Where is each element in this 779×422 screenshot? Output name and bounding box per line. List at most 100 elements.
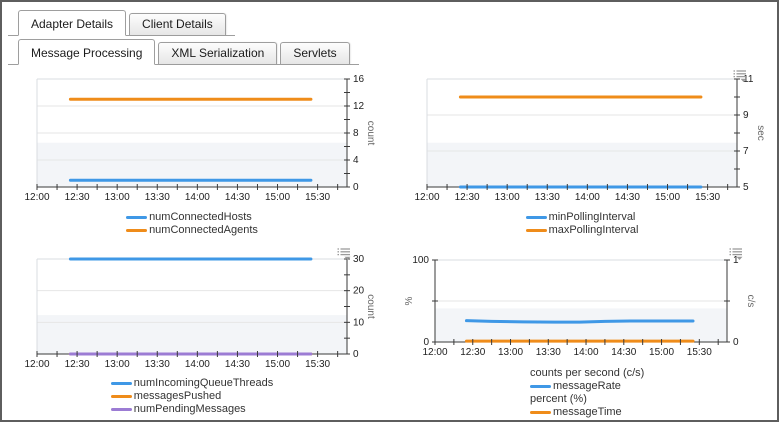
chart-canvas: 12:00 12:30 13:00 13:30 14:00 14:30 15:00 15:30…: [414, 70, 766, 203]
tick-label: 1: [733, 255, 739, 266]
axis-unit-label: %: [404, 296, 415, 305]
axis-unit-label: count: [365, 294, 376, 319]
legend-swatch: [126, 216, 148, 219]
tab-label: Servlets: [293, 46, 337, 60]
legend-item-messageTime[interactable]: messageTime: [530, 406, 622, 419]
charts-panel: 12:00 12:30 13:00 13:30 14:00 14:30 15:00 15:30…: [8, 67, 777, 419]
legend-item-numConnectedAgents[interactable]: numConnectedAgents: [126, 224, 258, 237]
tick-label: 13:00: [105, 359, 130, 370]
chart-message-rate-time: 0 100% 12:00 12:30 13:00 13:30 14:00 14:30 15:00…: [400, 247, 777, 419]
legend-swatch: [525, 216, 547, 219]
legend-label: messageRate: [553, 380, 621, 392]
tick-label: 14:00: [575, 192, 600, 203]
tab-servlets[interactable]: Servlets: [280, 42, 350, 64]
legend-swatch: [126, 229, 148, 232]
tab-xml-serialization[interactable]: XML Serialization: [158, 42, 278, 64]
tick-label: 11: [743, 74, 754, 85]
tick-label: 14:00: [185, 359, 210, 370]
tab-label: Message Processing: [31, 46, 143, 60]
tick-label: 15:00: [649, 347, 674, 358]
tick-label: 15:00: [265, 359, 290, 370]
legend-label: numConnectedAgents: [149, 224, 258, 236]
tick-label: 15:00: [655, 192, 680, 203]
tick-label: 14:30: [225, 359, 250, 370]
tick-label: 14:00: [185, 192, 210, 203]
tick-label: 15:30: [695, 192, 720, 203]
tab-message-processing[interactable]: Message Processing: [18, 39, 156, 65]
legend-label: numConnectedHosts: [149, 211, 252, 223]
legend-menu-icon[interactable]: [729, 248, 743, 260]
legend-label: numPendingMessages: [133, 403, 246, 415]
tick-label: 8: [353, 128, 359, 139]
tick-label: 12:00: [24, 192, 49, 203]
legend-item-numPendingMessages[interactable]: numPendingMessages: [110, 403, 246, 416]
tick-label: 15:30: [305, 192, 330, 203]
legend-label: messagesPushed: [133, 390, 222, 402]
tab-label: Adapter Details: [31, 17, 114, 31]
chart-polling-interval: 12:00 12:30 13:00 13:30 14:00 14:30 15:00 15:30…: [400, 69, 777, 237]
tick-label: 12:30: [65, 359, 90, 370]
tick-label: 0: [353, 349, 359, 360]
tick-label: 15:30: [687, 347, 712, 358]
legend-swatch: [110, 382, 132, 385]
tick-label: 14:00: [574, 347, 599, 358]
tick-label: 14:30: [615, 192, 640, 203]
legend-group-label: percent (%): [530, 393, 587, 405]
legend-item-minPollingInterval[interactable]: minPollingInterval: [525, 211, 635, 224]
chart-queue-threads-messages: 12:00 12:30 13:00 13:30 14:00 14:30 15:00 15:30…: [10, 247, 392, 416]
tick-label: 12:30: [455, 192, 480, 203]
legend-swatch: [110, 408, 132, 411]
tick-label: 9: [743, 110, 749, 121]
tick-label: 12:30: [65, 192, 90, 203]
chart-canvas: 12:00 12:30 13:00 13:30 14:00 14:30 15:00 15:30…: [24, 74, 376, 203]
tab-adapter-details[interactable]: Adapter Details: [18, 10, 127, 36]
tick-label: 16: [353, 74, 365, 85]
tick-label: 20: [353, 286, 365, 297]
tick-label: 13:00: [105, 192, 130, 203]
chart-connected-hosts-agents: 12:00 12:30 13:00 13:30 14:00 14:30 15:00 15:30…: [10, 69, 392, 237]
legend-item-messageRate[interactable]: messageRate: [530, 380, 621, 393]
legend-group-label: counts per second (c/s): [530, 367, 645, 379]
axis-unit-label: c/s: [745, 295, 756, 308]
tick-label: 12:00: [414, 192, 439, 203]
primary-tab-bar: Adapter Details Client Details: [8, 10, 235, 36]
legend-item-numIncomingQueueThreads[interactable]: numIncomingQueueThreads: [110, 377, 274, 390]
tick-label: 5: [743, 182, 749, 193]
tick-label: 100: [412, 255, 429, 266]
tick-label: 12: [353, 101, 365, 112]
legend-menu-icon[interactable]: [337, 248, 351, 260]
tick-label: 13:00: [495, 192, 520, 203]
tab-client-details[interactable]: Client Details: [129, 13, 226, 35]
tick-label: 13:30: [536, 347, 561, 358]
tick-label: 7: [743, 146, 749, 157]
tab-label: XML Serialization: [171, 46, 265, 60]
legend-swatch: [530, 385, 551, 388]
axis-unit-label: count: [365, 121, 376, 146]
tick-label: 14:30: [611, 347, 636, 358]
legend-swatch: [530, 411, 551, 414]
tick-label: 12:30: [460, 347, 485, 358]
tick-label: 14:30: [225, 192, 250, 203]
tick-label: 0: [733, 337, 739, 348]
legend-label: numIncomingQueueThreads: [133, 377, 274, 389]
legend-item-maxPollingInterval[interactable]: maxPollingInterval: [525, 224, 638, 237]
chart-legend: numIncomingQueueThreads messagesPushed num…: [110, 377, 274, 416]
legend-swatch: [110, 395, 132, 398]
tick-label: 12:00: [422, 347, 447, 358]
legend-item-numConnectedHosts[interactable]: numConnectedHosts: [126, 211, 252, 224]
tick-label: 13:00: [498, 347, 523, 358]
tick-label: 10: [353, 317, 365, 328]
tick-label: 15:30: [305, 359, 330, 370]
legend-swatch: [525, 229, 547, 232]
secondary-tab-bar: Message Processing XML Serialization Ser…: [8, 39, 359, 65]
tick-label: 4: [353, 155, 359, 166]
axis-unit-label: sec: [755, 125, 766, 141]
chart-canvas: 12:00 12:30 13:00 13:30 14:00 14:30 15:00 15:30…: [24, 248, 376, 370]
tick-label: 30: [353, 254, 365, 265]
tick-label: 0: [353, 182, 359, 193]
chart-legend: counts per second (c/s) messageRate percen…: [530, 367, 644, 419]
legend-menu-icon[interactable]: [733, 70, 747, 82]
tick-label: 15:00: [265, 192, 290, 203]
legend-item-messagesPushed[interactable]: messagesPushed: [110, 390, 222, 403]
